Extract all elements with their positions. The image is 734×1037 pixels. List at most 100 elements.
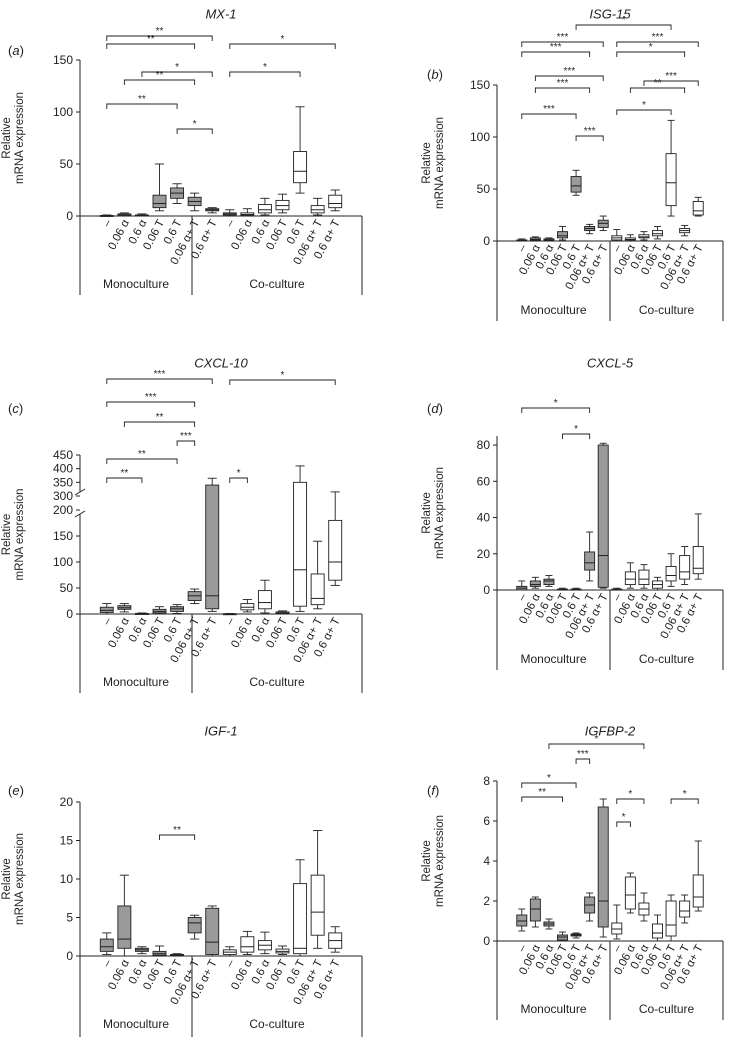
significance-label: * bbox=[263, 62, 267, 73]
box-iqr bbox=[205, 484, 220, 610]
box-1-5 bbox=[679, 546, 691, 586]
box-0-6 bbox=[597, 215, 609, 232]
significance-label: *** bbox=[584, 126, 596, 137]
significance-bracket: * bbox=[141, 62, 213, 77]
significance-label: ** bbox=[147, 34, 155, 45]
box-iqr bbox=[293, 883, 308, 955]
x-tick-label: – bbox=[224, 217, 238, 229]
box-1-6 bbox=[692, 513, 704, 580]
significance-label: *** bbox=[577, 749, 589, 760]
box-0-6 bbox=[597, 798, 609, 938]
significance-label: * bbox=[628, 789, 632, 800]
y-axis-label-line: mRNA expression bbox=[434, 467, 446, 559]
significance-label: * bbox=[649, 42, 653, 53]
box-0-4 bbox=[170, 183, 185, 204]
box-0-0 bbox=[516, 908, 528, 932]
y-tick-label: 100 bbox=[53, 555, 73, 569]
significance-bracket: ** bbox=[629, 78, 686, 93]
significance-label: ** bbox=[538, 787, 546, 798]
box-iqr bbox=[597, 806, 609, 928]
box-1-0 bbox=[611, 229, 623, 242]
box-iqr bbox=[597, 444, 609, 588]
box-iqr bbox=[257, 204, 272, 214]
y-tick-label: 0 bbox=[66, 607, 73, 621]
box-0-6 bbox=[205, 905, 220, 957]
x-tick-label: – bbox=[516, 242, 530, 254]
significance-label: * bbox=[594, 734, 598, 745]
significance-bracket: ** bbox=[106, 468, 143, 483]
box-iqr bbox=[692, 201, 704, 216]
x-tick-label: – bbox=[101, 957, 115, 969]
bracket-line bbox=[521, 113, 577, 119]
panel-b: ISG-15 (b) RelativemRNA expression 0 50 100 15… bbox=[421, 7, 724, 321]
box-1-0 bbox=[222, 209, 237, 217]
axis-break-mark bbox=[74, 488, 86, 496]
axis-break-mark bbox=[74, 510, 86, 518]
group-label: Monoculture bbox=[103, 675, 169, 689]
significance-bracket: * bbox=[616, 100, 672, 115]
y-axis-label: RelativemRNA expression bbox=[421, 815, 446, 907]
y-axis-label-line: mRNA expression bbox=[434, 117, 446, 209]
panel-letter: (c) bbox=[8, 401, 23, 416]
box-1-4 bbox=[293, 106, 308, 194]
chart-title: IGF-1 bbox=[204, 724, 237, 739]
box-0-2 bbox=[134, 946, 149, 955]
y-tick-label: 0 bbox=[483, 234, 490, 248]
panel-letter: (d) bbox=[427, 401, 443, 416]
chart-title: ISG-15 bbox=[589, 7, 631, 22]
panel-f: IGFBP-2(f)RelativemRNA expression02468–0… bbox=[421, 724, 724, 1020]
box-0-6 bbox=[597, 442, 609, 589]
box-0-1 bbox=[529, 236, 541, 242]
box-0-5 bbox=[187, 192, 202, 212]
box-0-5 bbox=[187, 914, 202, 940]
y-tick-label: 150 bbox=[53, 529, 73, 543]
bracket-line bbox=[521, 407, 591, 413]
significance-bracket: * bbox=[521, 773, 577, 788]
bracket-line bbox=[616, 51, 686, 57]
significance-bracket: ** bbox=[521, 787, 563, 802]
box-1-4 bbox=[665, 553, 677, 587]
group-label: Co-culture bbox=[639, 1002, 695, 1016]
y-axis-label-line: Relative bbox=[1, 514, 13, 556]
y-tick-label: 0 bbox=[483, 934, 490, 948]
x-tick-label: – bbox=[611, 242, 625, 254]
y-axis-label-line: Relative bbox=[421, 840, 433, 882]
significance-label: ** bbox=[138, 94, 146, 105]
box-iqr bbox=[597, 219, 609, 228]
bracket-line bbox=[521, 51, 591, 57]
box-0-2 bbox=[134, 612, 149, 615]
box-0-1 bbox=[529, 576, 541, 589]
bracket-line bbox=[629, 87, 686, 93]
significance-label: * bbox=[547, 773, 551, 784]
box-iqr bbox=[624, 571, 636, 586]
bracket-line bbox=[575, 135, 604, 141]
significance-label: * bbox=[622, 15, 626, 26]
panel-letter-char: a bbox=[12, 43, 19, 58]
box-iqr bbox=[328, 194, 343, 209]
box-0-2 bbox=[543, 237, 555, 242]
significance-bracket: *** bbox=[106, 392, 196, 407]
significance-bracket: ** bbox=[106, 34, 196, 49]
box-iqr bbox=[240, 936, 255, 953]
y-axis-label-line: mRNA expression bbox=[14, 833, 26, 925]
y-tick-label: 200 bbox=[53, 503, 73, 517]
significance-bracket: * bbox=[575, 15, 672, 30]
box-iqr bbox=[679, 900, 691, 918]
significance-label: * bbox=[554, 398, 558, 409]
box-0-3 bbox=[557, 587, 568, 591]
y-tick-label: 40 bbox=[477, 511, 491, 525]
significance-bracket: *** bbox=[521, 42, 591, 57]
panel-a: MX-1 (a) RelativemRNA expression 0 50 100 150 –… bbox=[1, 7, 363, 295]
significance-label: * bbox=[281, 370, 285, 381]
panel-letter: (e) bbox=[8, 783, 24, 798]
significance-bracket: * bbox=[670, 789, 699, 804]
box-1-2 bbox=[638, 231, 650, 241]
box-0-6 bbox=[205, 477, 220, 612]
box-1-6 bbox=[328, 491, 343, 586]
significance-label: *** bbox=[652, 32, 664, 43]
bracket-line bbox=[521, 41, 604, 47]
group-label: Co-culture bbox=[249, 277, 305, 291]
y-tick-label: 6 bbox=[483, 814, 490, 828]
panel-letter-char: e bbox=[12, 783, 19, 798]
